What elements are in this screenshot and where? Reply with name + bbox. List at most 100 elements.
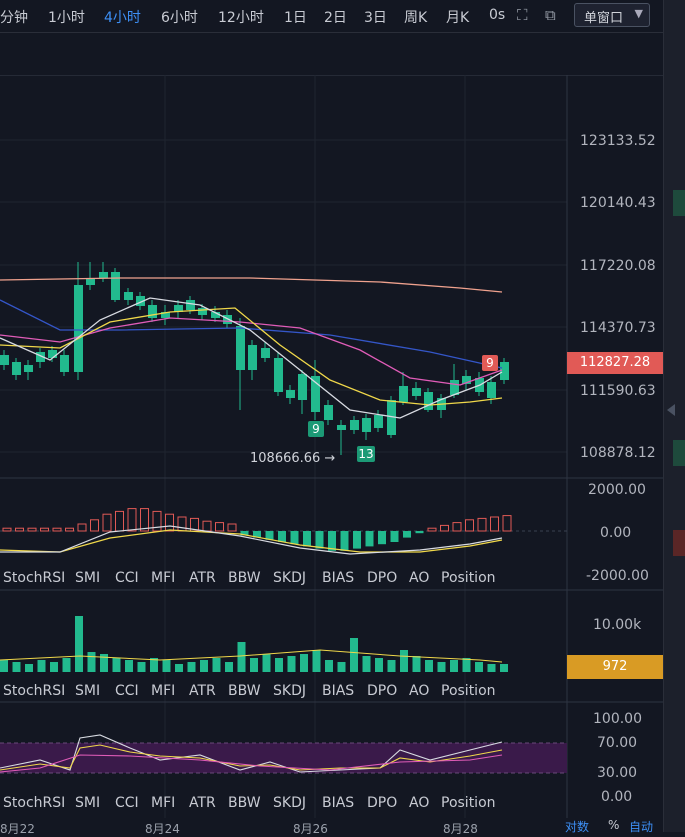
- macd-bar: [340, 531, 349, 551]
- fullscreen-icon[interactable]: ⧉: [545, 6, 556, 24]
- timeframe-month[interactable]: 月K: [446, 10, 470, 26]
- timeframe-4h[interactable]: 4小时: [104, 10, 141, 26]
- tab-position[interactable]: Position: [441, 795, 496, 811]
- volume-bar: [25, 664, 33, 672]
- tab-smi[interactable]: SMI: [75, 570, 101, 586]
- tab-mfi[interactable]: MFI: [151, 795, 176, 811]
- tab-cci[interactable]: CCI: [115, 795, 139, 811]
- drawing-subbar: [0, 33, 663, 76]
- window-mode-select[interactable]: 单窗口 ▼: [574, 3, 650, 27]
- stoch-axis-label: 0.00: [601, 789, 632, 805]
- tab-stochrsi[interactable]: StochRSI: [3, 570, 66, 586]
- macd-bar: [27, 527, 37, 532]
- volume-bar: [337, 662, 346, 672]
- price-chart[interactable]: 123133.52 120140.43 117220.08 114370.73 …: [0, 0, 663, 818]
- tab-ao[interactable]: AO: [409, 570, 430, 586]
- tab-atr[interactable]: ATR: [189, 683, 216, 699]
- macd-histogram: [0, 508, 512, 555]
- tab-skdj[interactable]: SKDJ: [273, 683, 306, 699]
- tab-skdj[interactable]: SKDJ: [273, 795, 306, 811]
- collapse-arrow-icon[interactable]: [667, 404, 675, 416]
- macd-bar: [265, 531, 274, 540]
- tab-bbw[interactable]: BBW: [228, 795, 261, 811]
- macd-bar: [15, 527, 24, 532]
- macd-bar: [52, 527, 62, 532]
- tab-cci[interactable]: CCI: [115, 683, 139, 699]
- candle-body: [99, 272, 108, 278]
- timeframe-minute[interactable]: 分钟: [0, 10, 28, 26]
- log-scale-toggle[interactable]: 对数: [565, 820, 590, 834]
- tab-smi[interactable]: SMI: [75, 683, 101, 699]
- timeframe-toolbar: 分钟 1小时 4小时 6小时 12小时 1日 2日 3日 周K 月K 0s ⛶ …: [0, 0, 663, 33]
- volume-bar: [237, 642, 246, 672]
- timeframe-1h[interactable]: 1小时: [48, 10, 85, 26]
- tab-ao[interactable]: AO: [409, 683, 430, 699]
- candlesticks: [0, 262, 509, 455]
- candle-body: [350, 420, 359, 430]
- macd-bar: [365, 531, 374, 547]
- volume-bar: [500, 664, 508, 672]
- right-scrollbar[interactable]: [663, 0, 685, 832]
- tab-position[interactable]: Position: [441, 683, 496, 699]
- tab-bbw[interactable]: BBW: [228, 683, 261, 699]
- volume-bar: [325, 660, 333, 672]
- volume-bar: [387, 660, 396, 672]
- tab-mfi[interactable]: MFI: [151, 683, 176, 699]
- price-axis-label: 108878.12: [580, 445, 656, 461]
- timeframe-2d[interactable]: 2日: [324, 10, 347, 26]
- tab-dpo[interactable]: DPO: [367, 795, 398, 811]
- percent-scale-toggle[interactable]: %: [608, 818, 620, 832]
- timeframe-3d[interactable]: 3日: [364, 10, 387, 26]
- candle-body: [500, 362, 509, 380]
- tab-atr[interactable]: ATR: [189, 570, 216, 586]
- candle-body: [261, 348, 270, 358]
- date-label: 8月24: [145, 822, 180, 836]
- timeframe-6h[interactable]: 6小时: [161, 10, 198, 26]
- macd-bar: [102, 513, 112, 532]
- tab-stochrsi[interactable]: StochRSI: [3, 795, 66, 811]
- timeframe-week[interactable]: 周K: [404, 10, 428, 26]
- volume-bar: [437, 662, 446, 672]
- macd-bar: [477, 517, 487, 532]
- tab-bbw[interactable]: BBW: [228, 570, 261, 586]
- tab-bias[interactable]: BIAS: [322, 570, 355, 586]
- volume-bar: [0, 660, 8, 672]
- volume-bar: [150, 658, 158, 672]
- candle-body: [424, 392, 433, 410]
- tab-atr[interactable]: ATR: [189, 795, 216, 811]
- stoch-k-line: [0, 734, 503, 773]
- macd-bar: [465, 519, 474, 532]
- candle-body: [462, 376, 471, 384]
- tab-bias[interactable]: BIAS: [322, 683, 355, 699]
- volume-bar: [137, 662, 146, 672]
- macd-bar: [390, 531, 399, 542]
- tab-skdj[interactable]: SKDJ: [273, 570, 306, 586]
- date-label: 8月22: [0, 822, 35, 836]
- tab-bias[interactable]: BIAS: [322, 795, 355, 811]
- price-axis-label: 114370.73: [580, 320, 656, 336]
- volume-bar: [412, 656, 421, 672]
- timeframe-0s[interactable]: 0s: [489, 7, 506, 23]
- tab-position[interactable]: Position: [441, 570, 496, 586]
- macd-bar: [227, 523, 237, 532]
- volume-bar: [425, 660, 433, 672]
- stochrsi-band: [0, 743, 567, 773]
- tab-dpo[interactable]: DPO: [367, 570, 398, 586]
- timeframe-12h[interactable]: 12小时: [218, 10, 264, 26]
- tab-stochrsi[interactable]: StochRSI: [3, 683, 66, 699]
- macd-bar: [115, 510, 124, 532]
- tab-cci[interactable]: CCI: [115, 570, 139, 586]
- candle-body: [174, 305, 183, 312]
- expand-icon[interactable]: ⛶: [517, 6, 528, 24]
- tab-mfi[interactable]: MFI: [151, 570, 176, 586]
- macd-bar: [378, 531, 386, 545]
- auto-scale-toggle[interactable]: 自动: [629, 820, 654, 834]
- timeframe-1d[interactable]: 1日: [284, 10, 307, 26]
- tab-smi[interactable]: SMI: [75, 795, 101, 811]
- low-price-annotation: 108666.66 →: [250, 451, 335, 466]
- tab-ao[interactable]: AO: [409, 795, 430, 811]
- macd-line: [0, 525, 503, 555]
- volume-axis-label: 10.00k: [593, 617, 642, 633]
- tab-dpo[interactable]: DPO: [367, 683, 398, 699]
- candle-body: [148, 305, 157, 318]
